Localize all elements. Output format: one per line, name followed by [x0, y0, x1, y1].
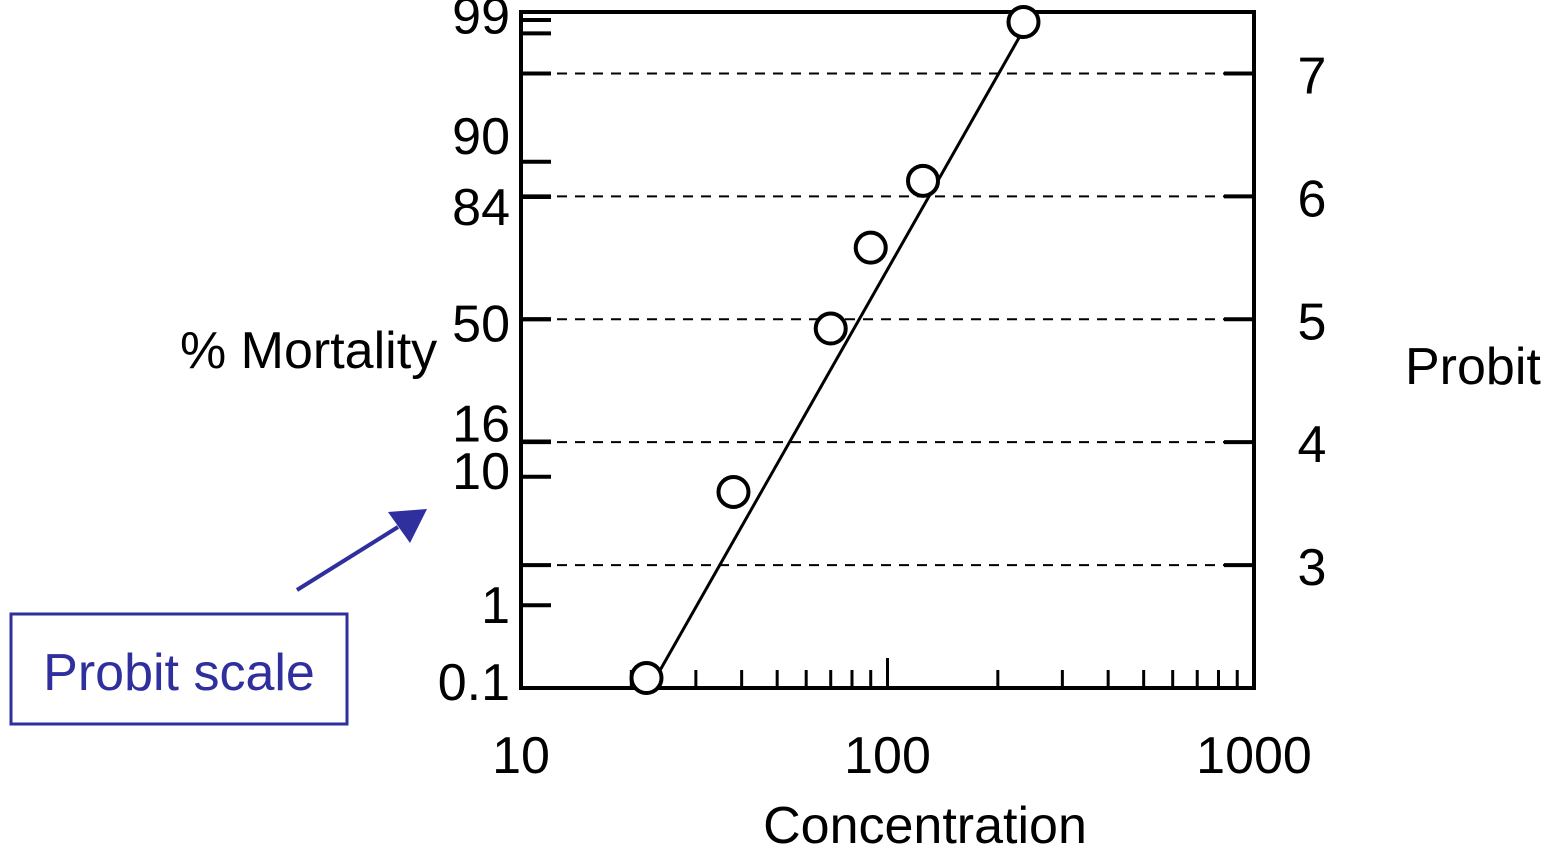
x-axis-title: Concentration: [763, 797, 1087, 848]
data-point: [716, 474, 751, 509]
left-tick-label: 1: [481, 577, 510, 635]
data-point: [853, 230, 888, 265]
right-tick-label: 4: [1298, 416, 1327, 474]
annotation-box: [9, 612, 349, 726]
annotation-arrow-head: [388, 509, 427, 543]
left-tick-label: 99.9: [409, 0, 510, 4]
x-tick-label: 1000: [1196, 727, 1312, 785]
right-tick-label: 7: [1298, 47, 1327, 105]
x-tick-label: 100: [844, 727, 931, 785]
left-axis-title: % Mortality: [180, 322, 437, 380]
right-tick-label: 6: [1298, 170, 1327, 228]
axis-ticks: [521, 18, 1254, 690]
left-tick-label: 99: [452, 0, 510, 45]
data-point: [629, 661, 664, 695]
annotation-group: Probit scale: [9, 509, 427, 726]
right-tick-label: 3: [1298, 539, 1327, 597]
data-point: [906, 163, 941, 198]
annotation-label: Probit scale: [43, 644, 315, 702]
data-point: [1006, 5, 1041, 39]
data-points: [629, 5, 1041, 695]
left-tick-label: 16: [452, 396, 510, 454]
x-tick-label: 10: [492, 727, 550, 785]
right-axis-title: Probit: [1405, 338, 1541, 396]
annotation-arrow-shaft: [295, 525, 400, 592]
left-tick-label: 90: [452, 108, 510, 166]
left-tick-label: 0.1: [438, 654, 510, 712]
x-tick-labels: 10 100 1000: [492, 727, 1312, 785]
right-tick-label: 5: [1298, 293, 1327, 351]
plot-frame: [519, 10, 1256, 690]
fit-line: [645, 17, 1032, 695]
left-tick-label: 10: [452, 443, 510, 501]
data-point: [813, 311, 848, 346]
fit-line-layer: [645, 17, 1032, 695]
left-tick-label: 84: [452, 179, 510, 237]
grid-lines: [521, 72, 1254, 567]
right-tick-labels: 7 6 5 4 3: [1298, 47, 1327, 597]
left-tick-label: 50: [452, 295, 510, 353]
